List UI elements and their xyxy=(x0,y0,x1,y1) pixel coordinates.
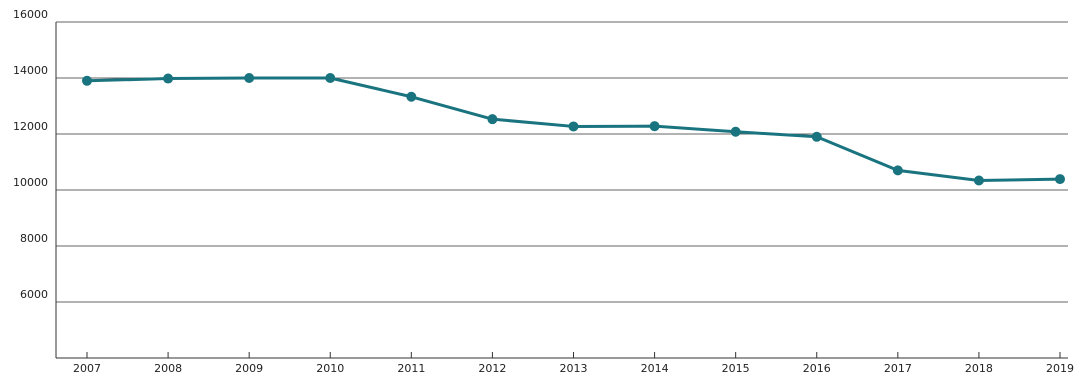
x-tick-label: 2011 xyxy=(397,362,425,374)
axes xyxy=(55,22,1068,359)
x-tick-label: 2018 xyxy=(965,362,993,374)
data-point xyxy=(730,126,741,137)
x-tick-label: 2007 xyxy=(73,362,101,374)
data-point xyxy=(82,75,92,86)
x-tick-label: 2012 xyxy=(478,362,506,374)
y-tick-label: 16000 xyxy=(13,8,48,21)
x-tick-label: 2017 xyxy=(884,362,912,374)
data-point xyxy=(973,175,984,186)
data-point xyxy=(163,73,174,84)
y-tick-label: 12000 xyxy=(13,120,48,133)
data-point xyxy=(568,121,579,132)
y-tick-label: 10000 xyxy=(13,176,48,189)
x-tick-label: 2016 xyxy=(803,362,831,374)
x-tick-label: 2009 xyxy=(235,362,263,374)
data-point xyxy=(406,91,417,102)
x-tick-label: 2019 xyxy=(1046,362,1074,374)
x-tick-label: 2010 xyxy=(316,362,344,374)
x-axis-ticks: 2007 2008 2009 2010 2011 2012 2013 2014 2015 2016… xyxy=(73,352,1074,374)
data-point xyxy=(244,73,255,83)
x-tick-label: 2014 xyxy=(641,362,669,374)
data-point xyxy=(487,114,498,125)
data-point xyxy=(325,73,336,83)
data-point xyxy=(811,131,822,142)
y-axis-ticks: 6000 8000 10000 12000 14000 16000 xyxy=(13,8,48,301)
data-point xyxy=(892,165,903,176)
data-point xyxy=(1055,174,1065,185)
y-tick-label: 6000 xyxy=(20,288,48,301)
x-tick-label: 2013 xyxy=(560,362,588,374)
data-series xyxy=(82,73,1065,186)
y-tick-label: 14000 xyxy=(13,64,48,77)
data-point xyxy=(649,121,660,132)
x-tick-label: 2015 xyxy=(722,362,750,374)
gridlines xyxy=(56,21,1068,303)
y-tick-label: 8000 xyxy=(20,232,48,245)
x-tick-label: 2008 xyxy=(154,362,182,374)
